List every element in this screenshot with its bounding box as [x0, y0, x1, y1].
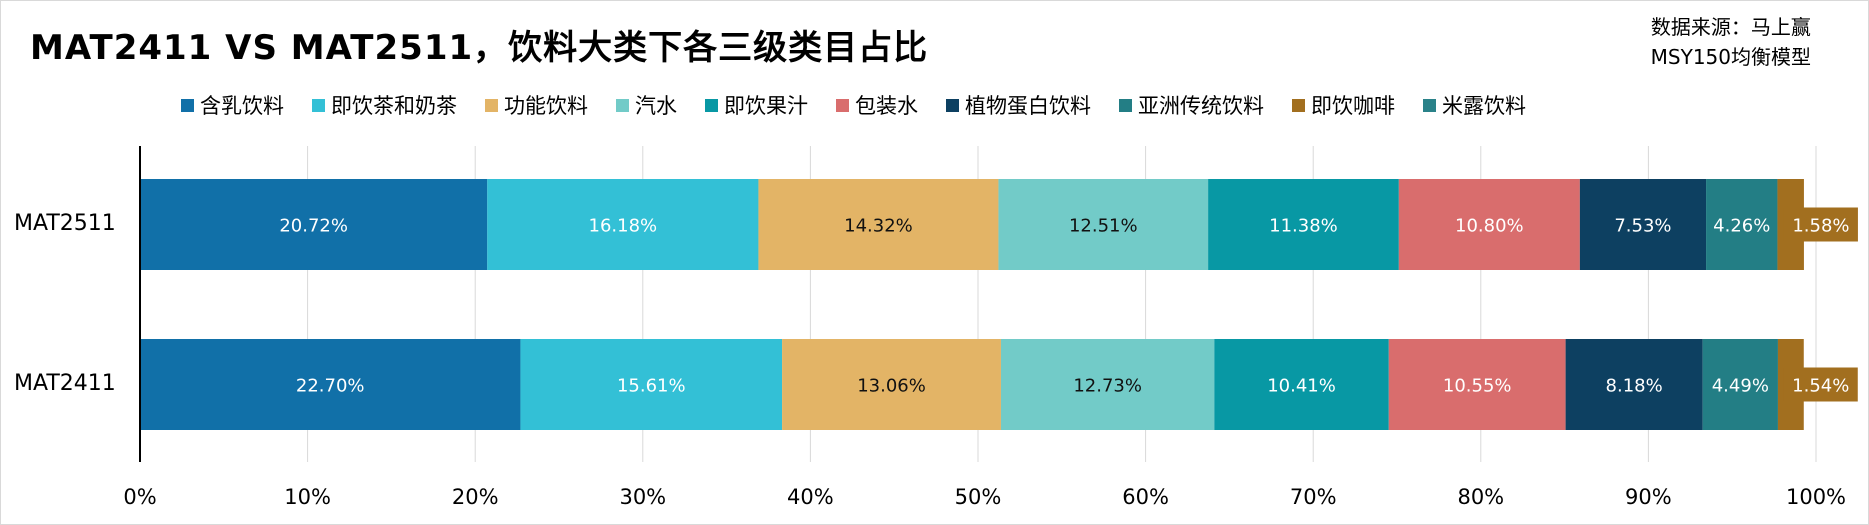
bar-segment	[1579, 179, 1707, 270]
data-label: 1.54%	[1792, 376, 1849, 397]
legend-label: 亚洲传统饮料	[1138, 94, 1264, 118]
legend-label: 即饮茶和奶茶	[331, 94, 457, 118]
x-tick-label: 70%	[1290, 485, 1337, 509]
legend-label: 包装水	[855, 94, 918, 118]
legend-item: 植物蛋白饮料	[946, 90, 1091, 120]
legend-item: 功能饮料	[485, 90, 588, 120]
x-tick-label: 0%	[123, 485, 156, 509]
bar-segment	[1208, 179, 1399, 270]
legend-label: 汽水	[635, 94, 677, 118]
x-tick-label: 50%	[955, 485, 1002, 509]
bar-segment	[998, 179, 1209, 270]
bar-segment	[758, 179, 999, 270]
legend-item: 包装水	[836, 90, 918, 120]
data-label: 10.41%	[1267, 376, 1336, 397]
data-label: 7.53%	[1614, 216, 1671, 237]
data-label-box	[1783, 207, 1858, 242]
chart-title: MAT2411 VS MAT2511，饮料大类下各三级类目占比	[30, 28, 929, 68]
legend-item: 含乳饮料	[181, 90, 284, 120]
data-label: 20.72%	[279, 216, 348, 237]
chart-legend: 含乳饮料 即饮茶和奶茶 功能饮料 汽水 即饮果汁 包装水 植物蛋白饮料 亚洲传统饮料 即饮咖啡 米…	[181, 90, 1526, 120]
data-label: 4.26%	[1713, 216, 1770, 237]
x-tick-label: 60%	[1122, 485, 1169, 509]
legend-swatch	[485, 98, 498, 112]
data-label: 14.32%	[844, 216, 913, 237]
bar-segment	[1388, 339, 1566, 430]
legend-item: 汽水	[616, 90, 677, 120]
category-label-mat2511: MAT2511	[14, 211, 116, 236]
legend-item: 即饮咖啡	[1292, 90, 1395, 120]
bar-segment	[1214, 339, 1389, 430]
category-label-mat2411: MAT2411	[14, 371, 116, 396]
legend-label: 即饮咖啡	[1311, 94, 1395, 118]
data-label: 4.49%	[1712, 376, 1769, 397]
data-label: 11.38%	[1269, 216, 1338, 237]
data-label: 22.70%	[296, 376, 365, 397]
legend-swatch	[836, 98, 849, 112]
legend-label: 功能饮料	[504, 94, 588, 118]
source-line-1: 数据来源：马上赢	[1650, 15, 1811, 39]
legend-swatch	[946, 98, 959, 112]
bar-segment	[782, 339, 1001, 430]
bar-segment	[1565, 339, 1703, 430]
bar-segment	[487, 179, 759, 270]
bar-segment	[140, 179, 488, 270]
legend-swatch	[1292, 98, 1305, 112]
data-label-box	[1783, 367, 1858, 402]
data-label: 12.51%	[1069, 216, 1138, 237]
x-tick-label: 30%	[619, 485, 666, 509]
data-label: 10.55%	[1443, 376, 1512, 397]
legend-label: 植物蛋白饮料	[965, 94, 1091, 118]
bar-segment	[520, 339, 783, 430]
legend-swatch	[616, 98, 629, 112]
x-tick-label: 20%	[452, 485, 499, 509]
x-tick-label: 80%	[1457, 485, 1504, 509]
legend-item: 亚洲传统饮料	[1119, 90, 1264, 120]
legend-item: 米露饮料	[1423, 90, 1526, 120]
legend-item: 即饮茶和奶茶	[312, 90, 457, 120]
data-label: 13.06%	[857, 376, 926, 397]
data-label: 15.61%	[617, 376, 686, 397]
bar-segment	[1000, 339, 1215, 430]
source-note: 数据来源：马上赢 MSY150均衡模型	[1651, 12, 1811, 72]
data-label: 8.18%	[1606, 376, 1663, 397]
bar-segment	[1398, 179, 1580, 270]
data-label: 10.80%	[1455, 216, 1524, 237]
bar-segment	[1706, 179, 1778, 270]
legend-swatch	[181, 98, 194, 112]
data-label: 12.73%	[1073, 376, 1142, 397]
legend-swatch	[1119, 98, 1132, 112]
bar-segment	[140, 339, 521, 430]
source-line-2: MSY150均衡模型	[1650, 45, 1811, 69]
legend-swatch	[1423, 98, 1436, 112]
bar-segment	[1702, 339, 1778, 430]
legend-swatch	[705, 98, 718, 112]
legend-item: 即饮果汁	[705, 90, 808, 120]
x-tick-label: 100%	[1786, 485, 1846, 509]
legend-label: 含乳饮料	[200, 94, 284, 118]
legend-label: 米露饮料	[1442, 94, 1526, 118]
x-tick-label: 90%	[1625, 485, 1672, 509]
legend-label: 即饮果汁	[724, 94, 808, 118]
x-tick-label: 10%	[284, 485, 331, 509]
legend-swatch	[312, 98, 325, 112]
data-label: 1.58%	[1792, 216, 1849, 237]
data-label: 16.18%	[589, 216, 658, 237]
x-tick-label: 40%	[787, 485, 834, 509]
